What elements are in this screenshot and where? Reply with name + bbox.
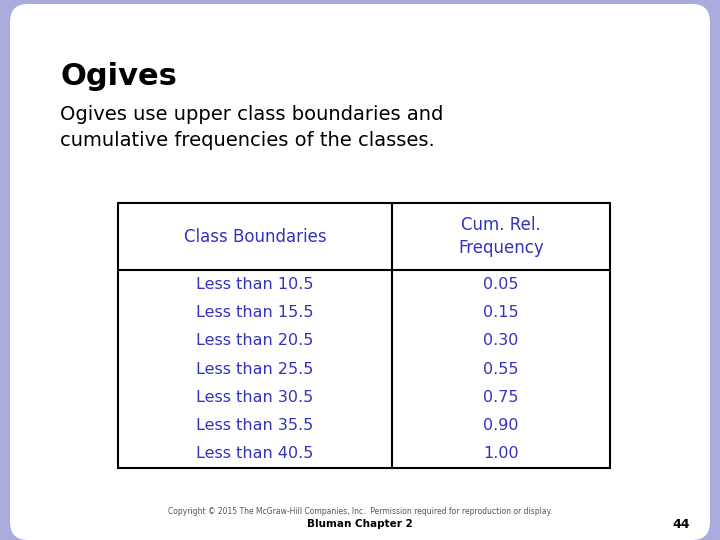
Text: 0.55: 0.55	[483, 361, 518, 376]
Text: 0.15: 0.15	[483, 305, 519, 320]
Text: 44: 44	[672, 517, 690, 530]
Text: 0.30: 0.30	[483, 333, 518, 348]
Text: Less than 20.5: Less than 20.5	[197, 333, 314, 348]
FancyBboxPatch shape	[10, 4, 710, 540]
Text: Less than 30.5: Less than 30.5	[197, 390, 314, 405]
Text: Less than 15.5: Less than 15.5	[197, 305, 314, 320]
Text: 0.75: 0.75	[483, 390, 518, 405]
Text: 0.90: 0.90	[483, 418, 518, 433]
Text: Less than 35.5: Less than 35.5	[197, 418, 314, 433]
Text: Cum. Rel.
Frequency: Cum. Rel. Frequency	[458, 216, 544, 257]
Text: Bluman Chapter 2: Bluman Chapter 2	[307, 519, 413, 529]
Text: Less than 25.5: Less than 25.5	[197, 361, 314, 376]
Text: Ogives: Ogives	[60, 62, 177, 91]
Text: Ogives use upper class boundaries and
cumulative frequencies of the classes.: Ogives use upper class boundaries and cu…	[60, 105, 444, 150]
Text: Less than 10.5: Less than 10.5	[197, 276, 314, 292]
Text: Copyright © 2015 The McGraw-Hill Companies, Inc.  Permission required for reprod: Copyright © 2015 The McGraw-Hill Compani…	[168, 508, 552, 516]
Bar	[118, 203, 610, 468]
Text: Less than 40.5: Less than 40.5	[197, 447, 314, 461]
Text: 1.00: 1.00	[483, 447, 519, 461]
Text: 0.05: 0.05	[483, 276, 518, 292]
Text: Class Boundaries: Class Boundaries	[184, 227, 326, 246]
